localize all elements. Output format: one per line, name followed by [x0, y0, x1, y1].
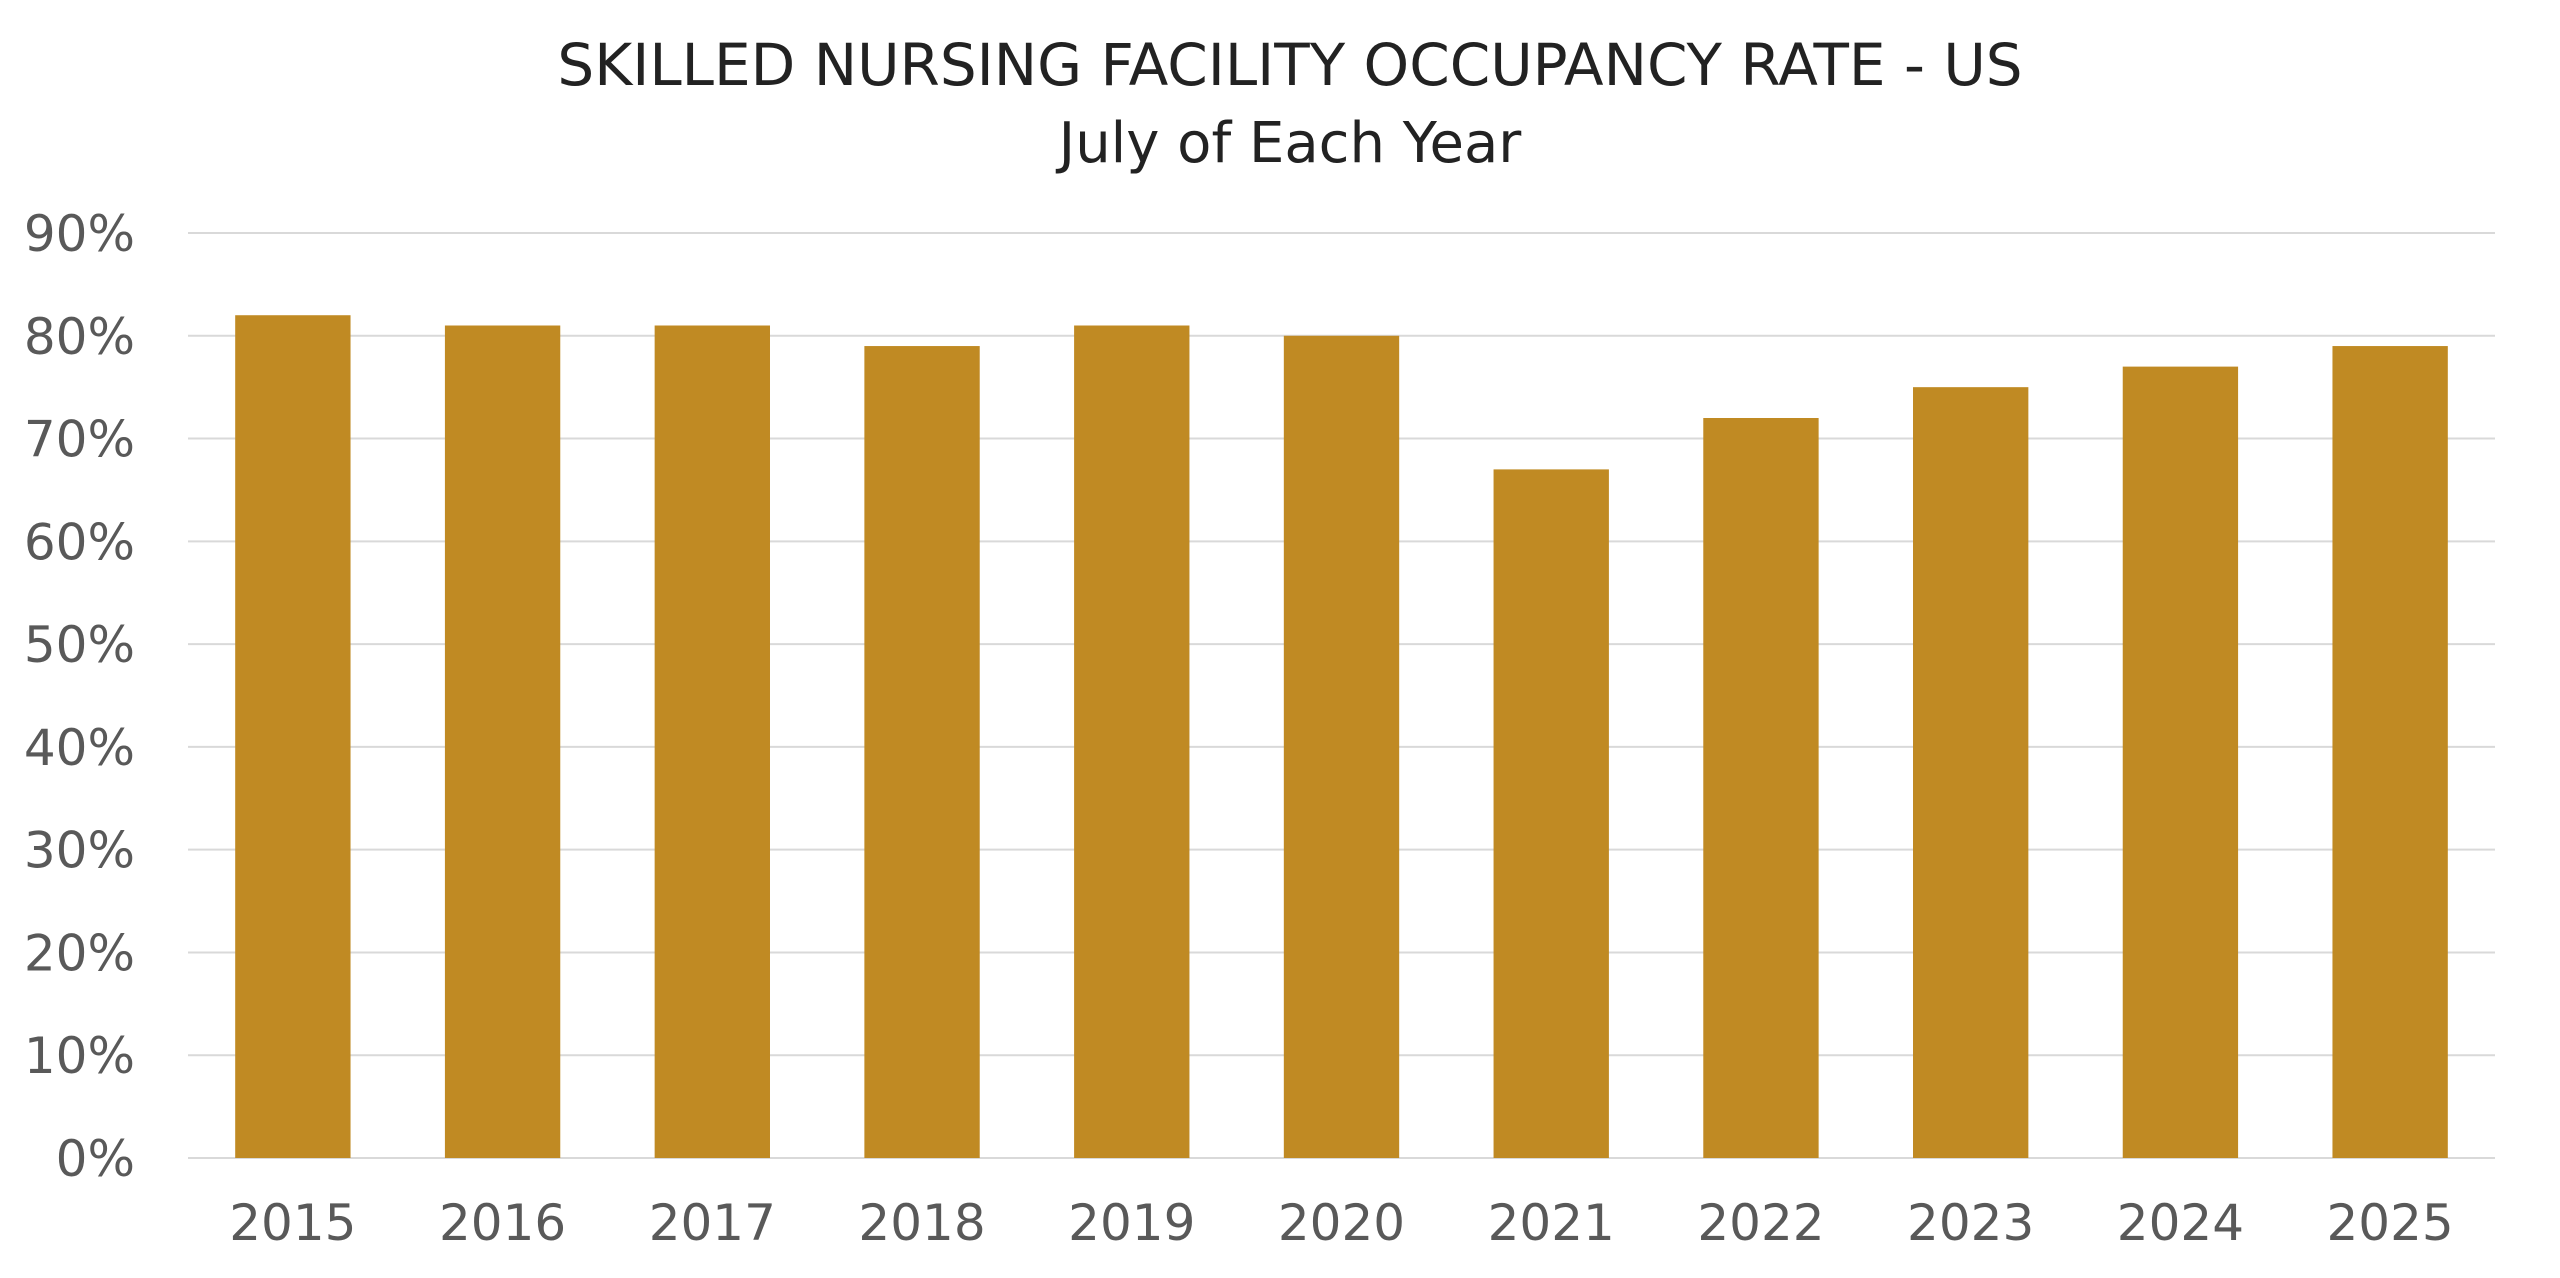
bar-2021 [1493, 469, 1609, 1158]
x-tick-label: 2015 [229, 1194, 356, 1252]
chart-subtitle: July of Each Year [1056, 111, 1523, 176]
x-tick-label: 2023 [1907, 1194, 2034, 1252]
x-tick-label: 2025 [2327, 1194, 2454, 1252]
bar-2023 [1913, 387, 2029, 1159]
bar-2018 [864, 346, 980, 1158]
bar-2020 [1283, 335, 1400, 1158]
y-tick-label: 20% [24, 924, 135, 982]
x-tick-label: 2019 [1068, 1194, 1195, 1252]
bar-2016 [444, 325, 561, 1158]
y-tick-label: 30% [24, 822, 135, 880]
x-tick-label: 2021 [1488, 1194, 1615, 1252]
bar-2015 [235, 315, 351, 1158]
x-tick-label: 2016 [439, 1194, 566, 1252]
bar-2019 [1074, 325, 1190, 1158]
y-axis-ticks: 0% 10% 20% 30% 40% 50% 60% 70% 80% 90% [24, 205, 135, 1188]
x-tick-label: 2018 [858, 1194, 985, 1252]
chart-title: SKILLED NURSING FACILITY OCCUPANCY RATE … [557, 31, 2022, 99]
x-tick-label: 2020 [1278, 1194, 1405, 1252]
y-tick-label: 80% [24, 308, 135, 366]
bar-2017 [654, 325, 770, 1158]
y-tick-label: 40% [24, 719, 135, 777]
x-tick-label: 2024 [2117, 1194, 2244, 1252]
x-tick-label: 2017 [649, 1194, 776, 1252]
x-tick-label: 2022 [1697, 1194, 1824, 1252]
y-tick-label: 0% [56, 1130, 135, 1188]
y-tick-label: 90% [24, 205, 135, 263]
bar-2025 [2332, 346, 2448, 1158]
x-axis-ticks: 2015 2016 2017 2018 2019 2020 2021 2022 2023 2024… [229, 1194, 2454, 1252]
y-tick-label: 70% [24, 411, 135, 469]
bar-2024 [2122, 366, 2239, 1159]
y-tick-label: 10% [24, 1027, 135, 1085]
bars [235, 315, 2448, 1159]
bar-2022 [1703, 418, 1819, 1158]
y-tick-label: 50% [24, 616, 135, 674]
y-tick-label: 60% [24, 513, 135, 571]
